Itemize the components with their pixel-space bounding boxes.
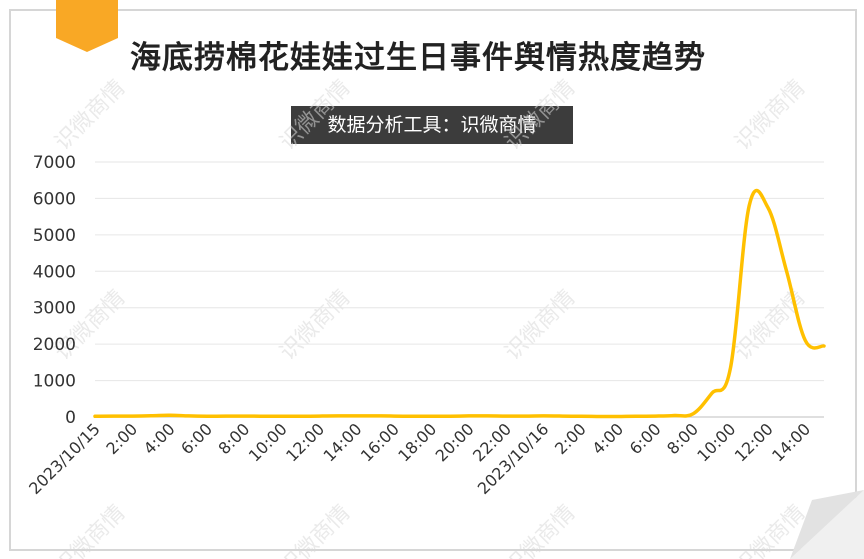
x-tick-label: 6:00 <box>177 419 216 458</box>
x-tick-label: 6:00 <box>626 419 665 458</box>
y-tick-label: 2000 <box>33 335 76 355</box>
y-tick-label: 6000 <box>33 189 76 209</box>
page-curl-fold <box>790 490 864 559</box>
x-tick-label: 4:00 <box>140 419 179 458</box>
watermark-text: 识微商情 <box>500 285 580 365</box>
y-tick-label: 5000 <box>33 226 76 246</box>
x-tick-label: 16:00 <box>357 419 403 465</box>
watermark-text: 识微商情 <box>500 75 580 155</box>
watermark-text: 识微商情 <box>50 75 130 155</box>
watermark-text: 识微商情 <box>730 75 810 155</box>
source-badge: 数据分析工具：识微商情 <box>291 106 573 144</box>
y-tick-label: 0 <box>65 408 76 428</box>
series-line <box>93 188 826 419</box>
x-tick-label: 2:00 <box>102 419 141 458</box>
chart-title: 海底捞棉花娃娃过生日事件舆情热度趋势 <box>130 40 706 76</box>
x-tick-label: 20:00 <box>432 419 478 465</box>
watermark-text: 识微商情 <box>50 500 130 559</box>
x-tick-label: 18:00 <box>394 419 440 465</box>
y-tick-label: 3000 <box>33 299 76 319</box>
x-tick-label: 4:00 <box>588 419 627 458</box>
frame-border <box>9 9 857 551</box>
x-tick-label: 14:00 <box>319 419 365 465</box>
x-tick-label: 2:00 <box>551 419 590 458</box>
watermark-text: 识微商情 <box>275 500 355 559</box>
x-tick-label: 12:00 <box>731 419 777 465</box>
x-tick-label: 12:00 <box>282 419 328 465</box>
x-tick-label: 10:00 <box>693 419 739 465</box>
watermark-text: 识微商情 <box>730 500 810 559</box>
watermark-text: 识微商情 <box>275 75 355 155</box>
x-tick-label: 2023/10/15 <box>25 419 104 498</box>
y-tick-label: 7000 <box>33 153 76 173</box>
y-tick-label: 4000 <box>33 262 76 282</box>
x-tick-label: 14:00 <box>768 419 814 465</box>
corner-ribbon <box>56 0 118 52</box>
x-tick-label: 10:00 <box>245 419 291 465</box>
watermark-text: 识微商情 <box>500 500 580 559</box>
watermark-text: 识微商情 <box>275 285 355 365</box>
y-tick-label: 1000 <box>33 372 76 392</box>
